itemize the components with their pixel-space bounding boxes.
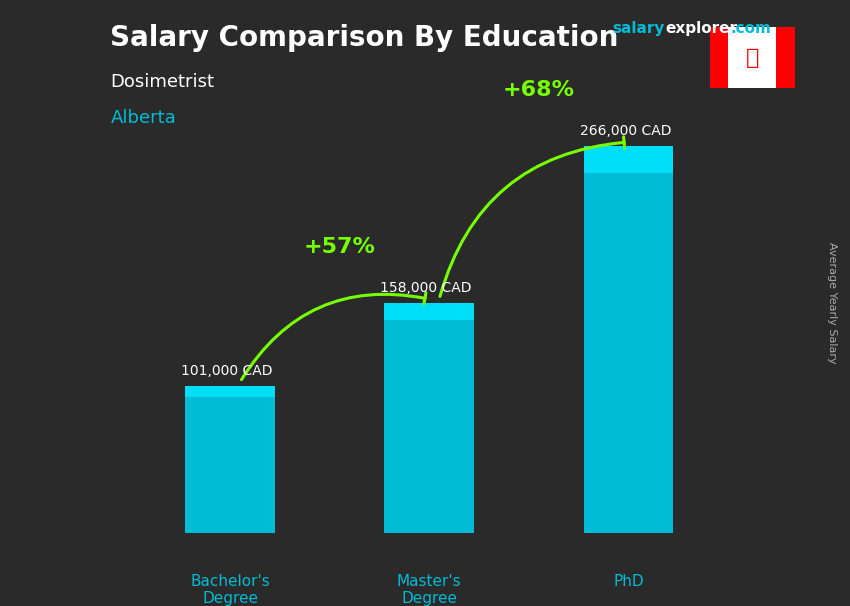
Bar [584, 147, 673, 173]
Text: Bachelor's
Degree: Bachelor's Degree [190, 574, 270, 606]
Text: 🍁: 🍁 [745, 47, 759, 68]
Text: Dosimetrist: Dosimetrist [110, 73, 214, 91]
Bar [384, 304, 474, 533]
Bar [185, 387, 275, 533]
Text: +57%: +57% [303, 237, 376, 257]
Text: explorer: explorer [666, 21, 738, 36]
Text: Master's
Degree: Master's Degree [397, 574, 462, 606]
Text: Salary Comparison By Education: Salary Comparison By Education [110, 24, 619, 52]
Text: Alberta: Alberta [110, 109, 176, 127]
Bar [776, 27, 795, 88]
Text: PhD: PhD [613, 574, 643, 589]
FancyBboxPatch shape [708, 25, 796, 89]
Text: +68%: +68% [503, 79, 575, 100]
Text: 158,000 CAD: 158,000 CAD [381, 281, 472, 295]
Text: Average Yearly Salary: Average Yearly Salary [827, 242, 837, 364]
Text: 266,000 CAD: 266,000 CAD [580, 124, 672, 138]
Text: 101,000 CAD: 101,000 CAD [181, 364, 273, 378]
Text: salary: salary [612, 21, 665, 36]
Text: .com: .com [730, 21, 771, 36]
Bar [384, 304, 474, 319]
Bar [710, 27, 728, 88]
Bar [185, 387, 275, 397]
Bar [584, 147, 673, 533]
